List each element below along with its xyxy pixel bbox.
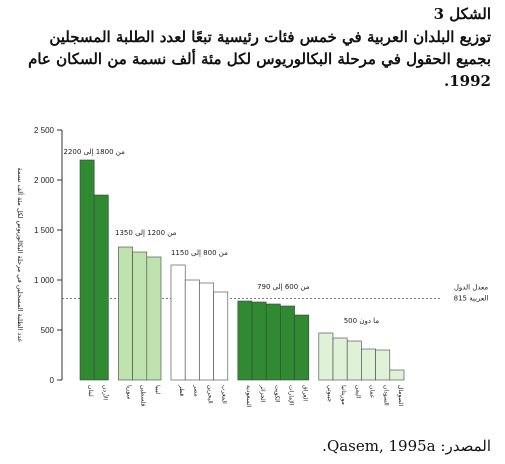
y-tick-label: 500	[41, 326, 55, 335]
y-tick-label: 2 500	[34, 126, 55, 135]
category-label: جيبوتي	[326, 385, 333, 402]
bar	[146, 256, 162, 381]
bar	[79, 159, 95, 381]
category-label: الكويت	[273, 385, 280, 403]
y-tick-label: 2 000	[34, 176, 55, 185]
group-range-label: من 600 إلى 790	[257, 283, 310, 291]
category-label: موريتانيا	[340, 385, 347, 405]
caption-line-3: 1992.	[444, 72, 491, 90]
group-range-label: ما دون 500	[344, 317, 380, 325]
bar	[332, 337, 348, 381]
bar	[213, 291, 229, 381]
category-label: فلسطين	[140, 385, 147, 407]
caption-line-1: توزيع البلدان العربية في خمس فئات رئيسية…	[49, 28, 491, 46]
category-label: العراق	[302, 385, 309, 401]
category-label: سوريا	[126, 385, 133, 400]
category-label: الأردن	[101, 385, 109, 400]
category-label: البحرين	[207, 385, 214, 404]
category-label: قطر	[178, 384, 185, 396]
chart-labels: لبنان الأردن سوريا فلسطين ليبيا قطر مصر البحرين…	[64, 148, 404, 408]
category-label: ليبيا	[154, 385, 161, 394]
chart-bars	[79, 159, 405, 381]
source-note: المصدر: Qasem, 1995a.	[322, 437, 491, 455]
category-label: الجزائر	[259, 384, 266, 403]
category-label: اليمن	[354, 385, 361, 399]
bar	[132, 251, 148, 381]
category-label: الصومال	[397, 385, 404, 407]
bar	[170, 264, 186, 381]
group-range-label: من 1800 إلى 2200	[64, 148, 126, 156]
category-label: السودان	[383, 385, 390, 406]
y-tick-label: 0	[50, 376, 55, 385]
y-tick-label: 1 500	[34, 226, 55, 235]
reference-line-group: معدل الدول العربية 815	[62, 284, 488, 303]
category-label: لبنان	[87, 385, 94, 397]
category-label: المغرب	[221, 385, 228, 404]
group-range-label: من 1200 إلى 1350	[115, 229, 177, 237]
bar-chart: 0 500 1 000 1 500 2 000 2 500 عدد الطلبة المسج…	[16, 126, 488, 408]
category-label: عمان	[369, 385, 376, 398]
category-label: مصر	[192, 384, 199, 397]
reference-label-line-2: العربية 815	[454, 295, 489, 303]
bar	[361, 348, 376, 381]
bar	[265, 303, 281, 381]
bar	[280, 305, 295, 381]
figure-label: الشكل 3	[433, 5, 491, 23]
y-tick-label: 1 000	[34, 276, 55, 285]
bar	[237, 300, 253, 381]
chart-axes: 0 500 1 000 1 500 2 000 2 500 عدد الطلبة المسج…	[16, 126, 63, 385]
reference-label-line-1: معدل الدول	[454, 284, 489, 292]
bar	[118, 246, 133, 381]
category-label: السعودية	[245, 385, 252, 408]
category-label: الإمارات	[288, 385, 295, 406]
bar	[346, 340, 362, 381]
bar	[389, 369, 405, 381]
caption-line-2: بجميع الحقول في مرحلة البكالوريوس لكل مئ…	[28, 50, 491, 68]
bar	[318, 332, 334, 381]
bar	[93, 194, 109, 381]
group-range-label: من 800 إلى 1150	[171, 249, 228, 257]
bar	[251, 301, 267, 381]
bar	[184, 279, 200, 381]
bar	[199, 282, 214, 381]
y-axis-label: عدد الطلبة المسجلين في مرحلة البكالوريوس…	[16, 167, 25, 342]
bar	[294, 314, 310, 381]
bar	[375, 349, 391, 381]
